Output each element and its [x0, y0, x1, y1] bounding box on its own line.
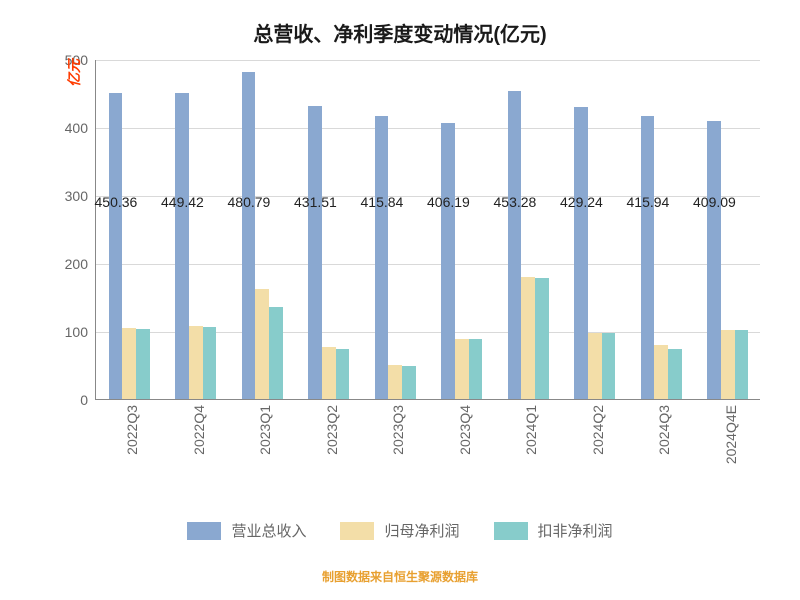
bar: [721, 330, 735, 399]
xtick-label: 2022Q3: [122, 405, 140, 455]
bar: [469, 339, 483, 399]
legend-swatch: [494, 522, 528, 540]
bar: [255, 289, 269, 399]
ytick-label: 400: [65, 120, 96, 136]
bar: [602, 333, 616, 399]
ytick-label: 0: [80, 392, 96, 408]
bar: [336, 349, 350, 399]
bar-value-label: 480.79: [228, 194, 271, 210]
bar: [308, 106, 322, 399]
bar: [402, 366, 416, 399]
legend-item: 营业总收入: [187, 520, 306, 541]
bar: [136, 329, 150, 399]
bar: [441, 123, 455, 399]
xtick-label: 2023Q2: [322, 405, 340, 455]
xtick-label: 2024Q3: [654, 405, 672, 455]
xtick-label: 2024Q2: [588, 405, 606, 455]
gridline: [96, 60, 760, 61]
ytick-label: 100: [65, 324, 96, 340]
bar: [109, 93, 123, 399]
bar-value-label: 449.42: [161, 194, 204, 210]
bar: [175, 93, 189, 399]
legend-item: 扣非净利润: [494, 520, 613, 541]
gridline: [96, 128, 760, 129]
legend-label: 营业总收入: [231, 520, 306, 541]
bar: [189, 326, 203, 399]
bar: [707, 121, 721, 399]
legend-label: 归母净利润: [384, 520, 459, 541]
chart-plot-area: 0100200300400500亿元2022Q3450.362022Q4449.…: [95, 60, 760, 400]
bar-value-label: 453.28: [494, 194, 537, 210]
legend-swatch: [340, 522, 374, 540]
bar: [122, 328, 136, 399]
bar: [375, 116, 389, 399]
bar-value-label: 431.51: [294, 194, 337, 210]
legend-swatch: [187, 522, 221, 540]
legend-item: 归母净利润: [340, 520, 459, 541]
bar: [574, 107, 588, 399]
xtick-label: 2023Q4: [455, 405, 473, 455]
bar-value-label: 415.94: [627, 194, 670, 210]
xtick-label: 2022Q4: [189, 405, 207, 455]
xtick-label: 2023Q1: [255, 405, 273, 455]
source-note: 制图数据来自恒生聚源数据库: [0, 568, 800, 585]
bar: [388, 365, 402, 399]
chart-title: 总营收、净利季度变动情况(亿元): [0, 0, 800, 47]
bar: [269, 307, 283, 399]
bar: [521, 277, 535, 399]
bar: [535, 278, 549, 399]
bar: [322, 347, 336, 399]
chart-legend: 营业总收入 归母净利润 扣非净利润: [0, 520, 800, 541]
bar: [668, 349, 682, 399]
xtick-label: 2024Q1: [521, 405, 539, 455]
ytick-label: 300: [65, 188, 96, 204]
bar: [508, 91, 522, 399]
bar: [242, 72, 256, 399]
legend-label: 扣非净利润: [538, 520, 613, 541]
bar: [641, 116, 655, 399]
y-axis-label: 亿元: [64, 59, 84, 87]
bar: [588, 333, 602, 399]
bar-value-label: 450.36: [95, 194, 138, 210]
bar-value-label: 415.84: [361, 194, 404, 210]
gridline: [96, 264, 760, 265]
bar-value-label: 409.09: [693, 194, 736, 210]
xtick-label: 2024Q4E: [721, 405, 739, 464]
xtick-label: 2023Q3: [388, 405, 406, 455]
bar-value-label: 429.24: [560, 194, 603, 210]
ytick-label: 200: [65, 256, 96, 272]
bar: [455, 339, 469, 399]
bar-value-label: 406.19: [427, 194, 470, 210]
bar: [203, 327, 217, 399]
bar: [735, 330, 749, 399]
bar: [654, 345, 668, 399]
